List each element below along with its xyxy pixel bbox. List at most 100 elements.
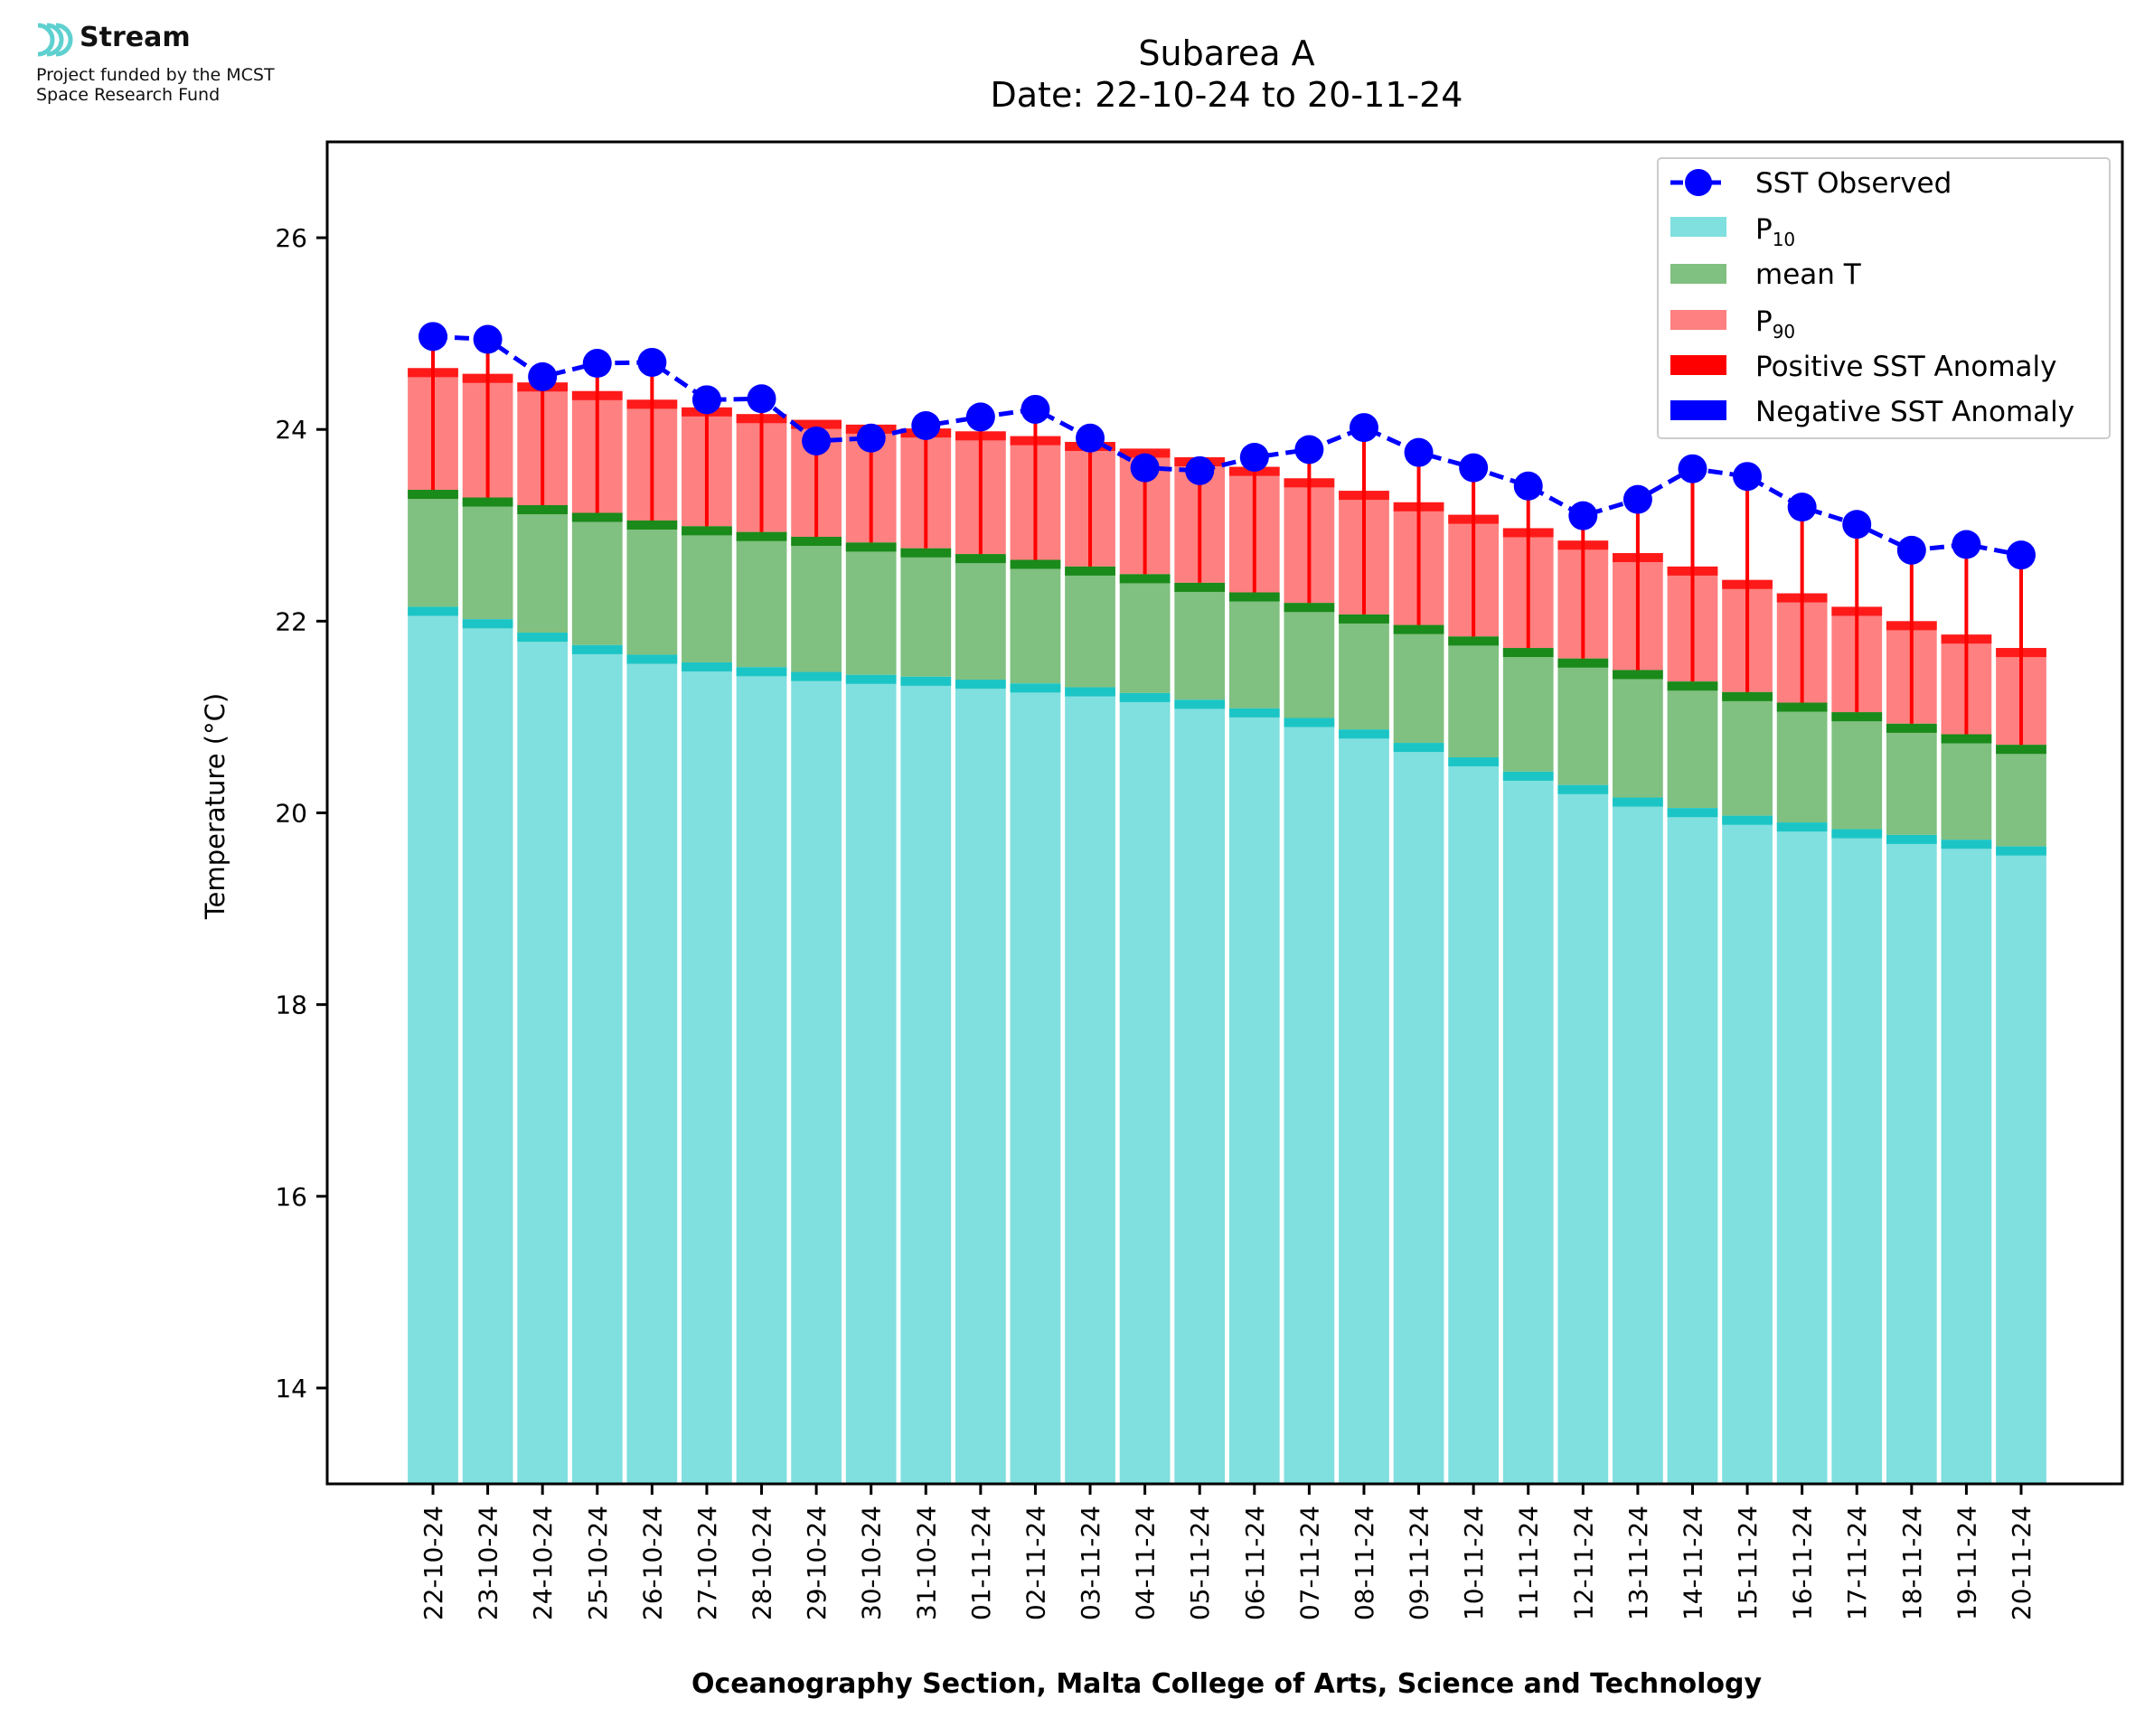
bar-mean-t-cap (408, 490, 458, 500)
bar-mean-t (1996, 745, 2046, 847)
bar-mean-t (1393, 624, 1444, 744)
bar-mean-t-cap (1941, 734, 1992, 744)
x-tick-label: 16-11-24 (1788, 1506, 1818, 1620)
sst-observed-point (965, 402, 995, 432)
legend-label-p90: P90 (1755, 305, 1795, 343)
x-tick-label: 29-10-24 (802, 1506, 832, 1620)
sst-observed-point (2007, 540, 2036, 570)
bar-p10 (571, 644, 623, 1484)
bar-p10-cap (1119, 692, 1171, 702)
bar-p10 (736, 667, 787, 1484)
bar-mean-t (571, 512, 623, 645)
bar-mean-t-cap (1667, 681, 1718, 691)
bar-p10 (1065, 687, 1115, 1484)
legend-frame (1657, 157, 2111, 439)
bar-p10 (900, 676, 952, 1484)
bar-p10-cap (1065, 687, 1115, 697)
bar-mean-t-cap (1502, 648, 1554, 658)
bar-p10 (626, 654, 678, 1484)
bar-p10-cap (1667, 808, 1718, 818)
bar-mean-t (517, 505, 569, 633)
bar-mean-t (1613, 670, 1663, 798)
bar-mean-t-cap (736, 531, 787, 541)
bar-p10-cap (845, 674, 897, 684)
bar-mean-t (462, 497, 513, 620)
bar-mean-t (900, 548, 952, 677)
bar-p10 (1941, 840, 1992, 1484)
stream-logo-icon (37, 23, 73, 57)
bar-p10 (1119, 692, 1171, 1484)
sst-observed-point (1733, 462, 1763, 492)
bar-mean-t-cap (1119, 574, 1171, 584)
bar-mean-t-cap (626, 520, 678, 530)
bar-p10 (1831, 829, 1883, 1484)
x-tick-label: 18-11-24 (1897, 1506, 1927, 1620)
bar-p10-cap (1228, 708, 1280, 718)
sst-observed-point (1239, 442, 1269, 472)
bar-mean-t-cap (1174, 582, 1226, 592)
sst-observed-point (1678, 454, 1707, 483)
bar-p10 (791, 671, 842, 1484)
legend-label-p90-sub: 90 (1773, 321, 1795, 343)
bar-mean-t (626, 520, 678, 655)
y-tick-label: 18 (275, 990, 307, 1020)
sst-observed-point (1459, 453, 1489, 483)
sst-observed-point (1404, 437, 1434, 467)
bar-p10 (517, 633, 569, 1484)
x-tick-label: 15-11-24 (1733, 1506, 1763, 1620)
x-tick-label: 26-10-24 (637, 1506, 667, 1620)
bar-p10 (1174, 699, 1226, 1484)
sst-observed-point (1130, 453, 1160, 483)
x-tick-label: 22-10-24 (419, 1506, 448, 1620)
sst-observed-point (1349, 413, 1378, 443)
y-tick-label: 14 (275, 1374, 307, 1403)
bar-p10-cap (571, 644, 623, 654)
bar-mean-t-cap (1065, 566, 1115, 576)
chart-title: Subarea A (1138, 33, 1314, 73)
x-tick-label: 08-11-24 (1350, 1506, 1379, 1620)
sst-observed-point (1185, 455, 1215, 485)
stream-logo: Stream Project funded by the MCST Space … (33, 20, 358, 119)
bar-p10 (1284, 718, 1335, 1484)
x-tick-label: 23-10-24 (474, 1506, 503, 1620)
sst-observed-point (1294, 435, 1324, 464)
logo-funding-line-1: Project funded by the MCST (36, 65, 275, 85)
bar-p10 (1448, 756, 1500, 1484)
bar-mean-t-cap (571, 512, 623, 522)
bar-mean-t (1941, 734, 1992, 840)
x-tick-label: 12-11-24 (1568, 1506, 1598, 1620)
bar-p90-cap (791, 419, 842, 429)
sst-observed-point (582, 349, 612, 379)
sst-observed-point (802, 426, 832, 455)
bar-p10 (1393, 743, 1444, 1484)
bar-mean-t (1722, 691, 1773, 816)
bar-p10 (1339, 729, 1389, 1484)
bar-p10 (1557, 784, 1609, 1484)
bar-mean-t (1174, 582, 1226, 700)
plot-area: 14 16 18 20 22 24 26 22-10-24 23-10-24 24-10-24 25… (275, 140, 2124, 1620)
sst-observed-point (528, 361, 558, 391)
bar-p10 (1502, 771, 1554, 1484)
bar-mean-t-cap (1284, 603, 1335, 613)
legend-swatch-negative-anomaly (1670, 400, 1726, 420)
bar-p10-cap (408, 606, 458, 616)
sst-observed-point (1568, 501, 1598, 530)
y-tick-label: 24 (275, 415, 307, 445)
bar-mean-t (1339, 614, 1389, 730)
bar-mean-t (1557, 658, 1609, 785)
bar-p10 (1667, 808, 1718, 1484)
bar-mean-t (791, 537, 842, 672)
bar-mean-t-cap (517, 505, 569, 515)
x-tick-label: 06-11-24 (1240, 1506, 1270, 1620)
bar-p10-cap (1996, 846, 2046, 856)
legend-sst-marker (1685, 169, 1712, 196)
bar-mean-t (1776, 702, 1828, 823)
x-tick-label: 07-11-24 (1294, 1506, 1324, 1620)
bar-p10-cap (791, 671, 842, 681)
sst-observed-point (1842, 510, 1872, 540)
sst-observed-point (911, 410, 941, 440)
legend: SST Observed P10 mean T P90 Positive SST… (1657, 157, 2111, 439)
x-tick-label: 13-11-24 (1623, 1506, 1653, 1620)
x-tick-label: 11-11-24 (1514, 1506, 1544, 1620)
